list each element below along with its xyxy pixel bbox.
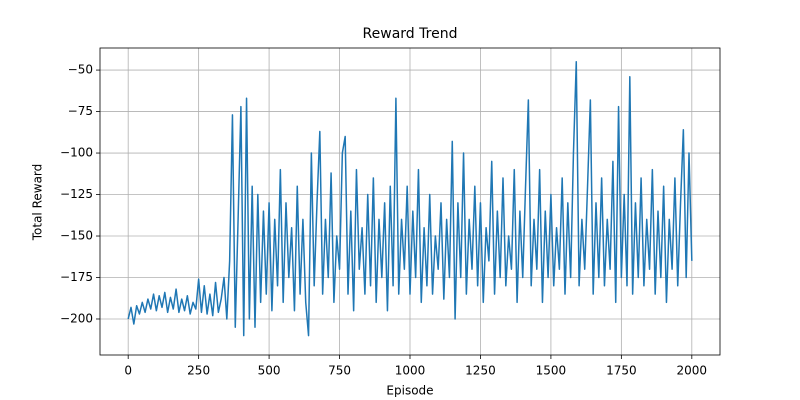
y-tick-label: −125: [60, 187, 93, 201]
x-tick-label: 750: [328, 364, 351, 378]
x-tick-label: 1750: [606, 364, 637, 378]
y-tick-label: −150: [60, 229, 93, 243]
x-tick-label: 1000: [395, 364, 426, 378]
y-axis-label: Total Reward: [31, 164, 45, 242]
x-tick-label: 2000: [677, 364, 708, 378]
y-tick-label: −200: [60, 311, 93, 325]
y-tick-label: −50: [68, 63, 93, 77]
y-tick-label: −100: [60, 146, 93, 160]
x-tick-label: 250: [187, 364, 210, 378]
x-tick-label: 500: [258, 364, 281, 378]
y-tick-label: −175: [60, 270, 93, 284]
x-axis-label: Episode: [386, 384, 433, 398]
y-tick-label: −75: [68, 104, 93, 118]
line-series: [127, 61, 693, 337]
x-tick-label: 0: [124, 364, 132, 378]
x-tick-label: 1500: [536, 364, 567, 378]
x-tick-label: 1250: [465, 364, 496, 378]
plot-frame: [99, 47, 721, 356]
chart-title: Reward Trend: [363, 26, 458, 42]
